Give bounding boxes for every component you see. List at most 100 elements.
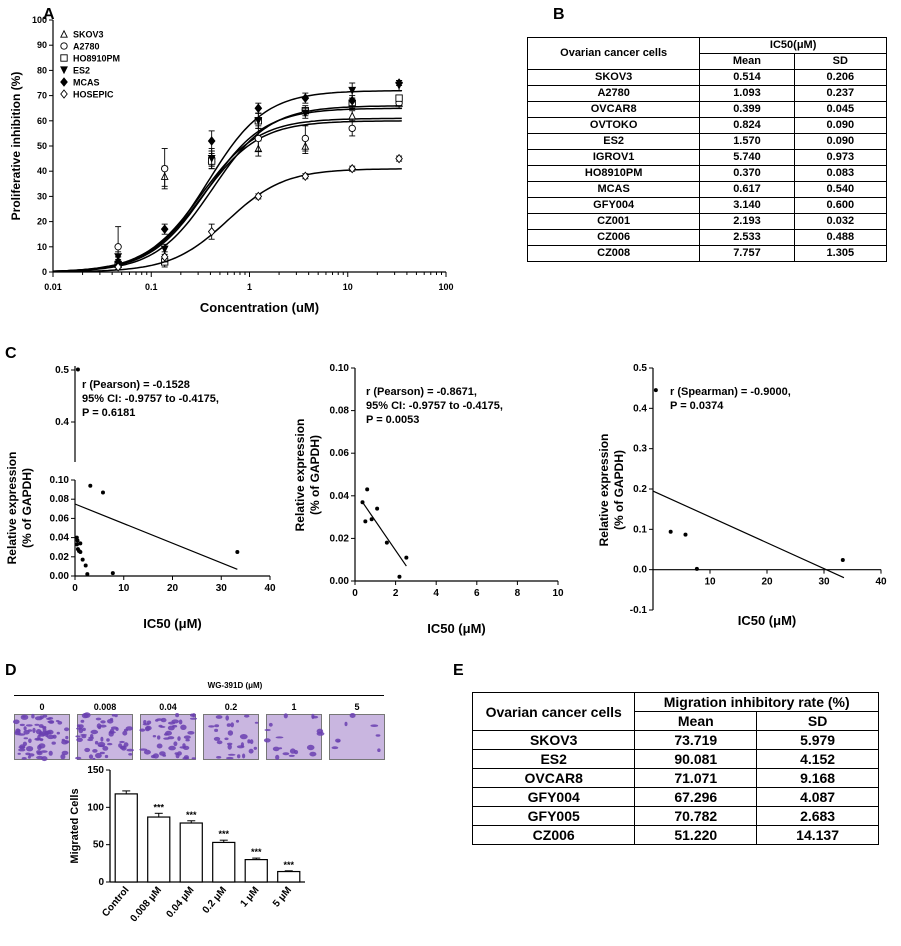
table-b-row: CZ001 2.193 0.032 xyxy=(526,213,888,230)
c2-y-tick-label: 0.00 xyxy=(330,576,350,587)
micrograph-cell xyxy=(237,754,241,759)
a-y-tick-label: 70 xyxy=(37,91,47,101)
d-bar xyxy=(179,822,203,883)
table-b-cell-sd: 0.237 xyxy=(793,85,888,102)
d-x-tick-label: 0.2 μM xyxy=(201,885,229,916)
micrograph-cell xyxy=(46,734,55,740)
micrograph-cell xyxy=(56,731,60,735)
c2-annotation-line: 95% CI: -0.9757 to -0.4175, xyxy=(366,400,503,412)
micrograph-cell xyxy=(208,725,215,728)
micrograph-cell xyxy=(183,735,191,739)
a-point-hosepic xyxy=(301,171,310,181)
micrograph-cell xyxy=(96,723,102,729)
micrograph-cell xyxy=(168,745,176,751)
micrograph-cell xyxy=(41,725,47,729)
c3-y-tick-label: 0.4 xyxy=(633,403,647,414)
micrograph-cells xyxy=(139,713,198,760)
micrograph-cell xyxy=(167,736,175,740)
micrograph-cells xyxy=(263,713,325,760)
micrograph-cell xyxy=(82,727,86,732)
table-e-header-cells: Ovarian cancer cells xyxy=(471,692,636,731)
table-e-cell-mean: 73.719 xyxy=(634,730,758,750)
c3-y-tick-label: 0.5 xyxy=(633,363,647,374)
micrograph-cell xyxy=(173,741,178,747)
table-e-row: CZ006 51.220 14.137 xyxy=(471,825,879,845)
micrograph-cell xyxy=(191,757,196,760)
micrograph-cell xyxy=(36,751,43,756)
table-e-cell-mean: 67.296 xyxy=(634,787,758,807)
micrograph-cell xyxy=(175,753,180,759)
a-y-tick-label: 10 xyxy=(37,242,47,252)
micrograph-cell xyxy=(288,754,295,757)
table-e-cell-sd: 9.168 xyxy=(756,768,879,788)
table-b-cell-sd: 0.032 xyxy=(793,213,888,230)
c2-x-tick-label: 10 xyxy=(552,588,564,599)
micrograph-cell xyxy=(46,729,54,735)
micrograph-cell xyxy=(28,753,35,757)
a-fit-curve-skov3 xyxy=(52,117,402,272)
table-b-cell-name: GFY004 xyxy=(526,197,701,214)
c1-x-tick-label: 10 xyxy=(118,583,130,594)
d-x-tick-label: 5 μM xyxy=(271,885,294,910)
micrograph-cell xyxy=(15,728,21,734)
table-e-cell-mean: 70.782 xyxy=(634,806,758,826)
table-e-cell-mean: 90.081 xyxy=(634,749,758,769)
c2-annotation-line: r (Pearson) = -0.8671, xyxy=(366,386,477,398)
table-b-cell-mean: 0.824 xyxy=(699,117,795,134)
panel-label-c: C xyxy=(5,345,17,362)
c2-y-tick-label: 0.08 xyxy=(330,406,350,417)
a-y-tick-label: 20 xyxy=(37,217,47,227)
micrograph-cell xyxy=(80,733,87,737)
c1-annotation-line: P = 0.6181 xyxy=(82,407,135,419)
micrograph-cell xyxy=(213,736,221,741)
a-point-a2780 xyxy=(161,165,169,173)
c1-fit-line xyxy=(74,503,238,570)
table-b-row: MCAS 0.617 0.540 xyxy=(526,181,888,198)
table-b-cell-mean: 1.570 xyxy=(699,133,795,150)
table-b-cell-sd: 0.973 xyxy=(793,149,888,166)
table-e-cell-sd: 4.087 xyxy=(756,787,879,807)
micrograph-cell xyxy=(107,719,114,724)
c3-y-tick-label: 0.3 xyxy=(633,444,647,455)
table-b-cell-sd: 0.083 xyxy=(793,165,888,182)
micrograph-cell xyxy=(22,715,26,718)
panel-label-d: D xyxy=(5,662,17,679)
c3-fit-line xyxy=(652,490,845,579)
micrograph-cell xyxy=(126,748,134,752)
micrograph-cell xyxy=(293,750,299,755)
a-fit-curve-hosepic xyxy=(53,168,402,273)
micrograph-cell xyxy=(60,754,66,760)
a-y-tick-label: 100 xyxy=(32,15,47,25)
micrograph-cell xyxy=(88,754,94,759)
table-e-header-sd: SD xyxy=(756,711,879,731)
micrograph-cell xyxy=(214,728,219,732)
a-point-a2780 xyxy=(254,134,262,143)
table-b-cell-sd: 0.488 xyxy=(793,229,888,246)
c3-y-tick-label: -0.1 xyxy=(630,605,648,616)
micrograph-cell xyxy=(110,726,118,730)
c3-annotation-line: r (Spearman) = -0.9000, xyxy=(670,386,791,398)
micrograph-cell xyxy=(142,723,150,726)
table-b-row: IGROV1 5.740 0.973 xyxy=(526,149,888,166)
micrograph-cell xyxy=(178,719,183,725)
c1-annotation-line: r (Pearson) = -0.1528 xyxy=(82,379,190,391)
table-b-header-ic50: IC50(μM) xyxy=(699,37,887,54)
micrograph-cell xyxy=(76,737,83,742)
a-x-label: Concentration (uM) xyxy=(200,300,319,315)
micrograph-cell xyxy=(224,737,229,741)
a-legend-label: MCAS xyxy=(73,78,100,88)
table-b-cell-mean: 0.617 xyxy=(699,181,795,198)
micrograph-cell xyxy=(48,750,53,756)
c1-point xyxy=(235,550,240,554)
a-x-tick-label: 100 xyxy=(438,282,453,292)
c1-point xyxy=(85,572,90,577)
micrograph-cell xyxy=(336,740,341,743)
micrograph-cell xyxy=(46,717,52,720)
table-b-row: OVTOKO 0.824 0.090 xyxy=(526,117,888,134)
d-x-tick-label: 0.008 μM xyxy=(128,885,164,924)
micrograph-cell xyxy=(17,752,21,755)
micrograph-cell xyxy=(25,724,33,727)
a-legend-marker xyxy=(60,89,68,99)
table-b-row: A2780 1.093 0.237 xyxy=(526,85,888,102)
table-e-cell-mean: 71.071 xyxy=(634,768,758,788)
